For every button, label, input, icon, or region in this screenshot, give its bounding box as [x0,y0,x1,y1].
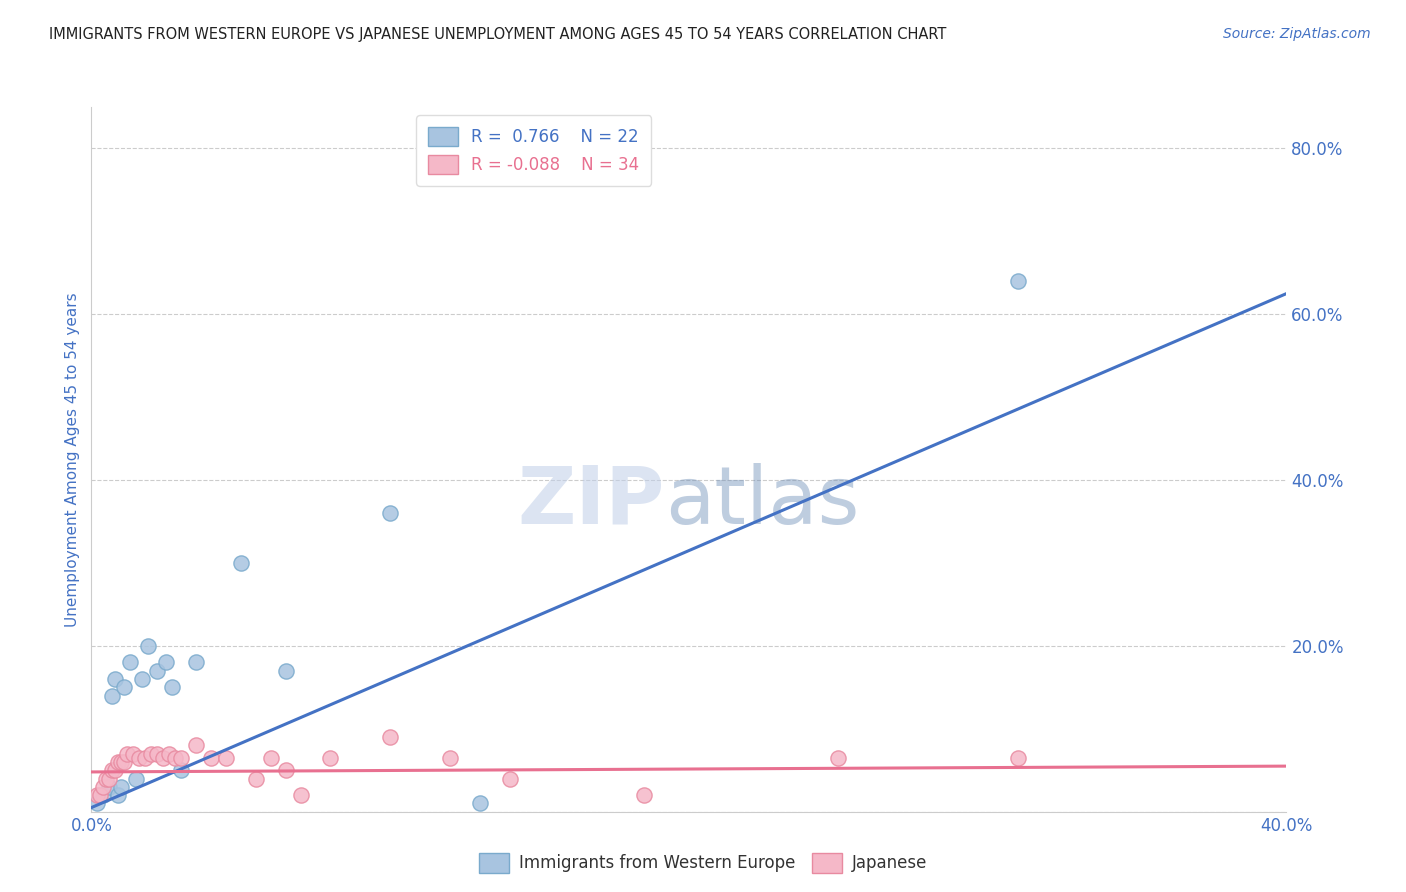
Point [104,764,127,778]
Point [86,788,108,802]
Point [89,788,111,802]
Point [1007,274,1029,288]
Point [93,788,115,802]
Point [160,681,183,695]
Point [110,780,132,794]
Point [152,751,174,765]
Point [499,772,522,786]
Legend: R =  0.766    N = 22, R = -0.088    N = 34: R = 0.766 N = 22, R = -0.088 N = 34 [416,115,651,186]
Point [136,639,159,653]
Point [107,788,129,802]
Point [98,780,121,794]
Point [107,755,129,769]
Point [131,672,153,686]
Point [1007,751,1029,765]
Point [125,772,148,786]
Point [112,755,135,769]
Point [98,772,121,786]
Text: IMMIGRANTS FROM WESTERN EUROPE VS JAPANESE UNEMPLOYMENT AMONG AGES 45 TO 54 YEAR: IMMIGRANTS FROM WESTERN EUROPE VS JAPANE… [49,27,946,42]
Point [163,751,186,765]
Point [827,751,849,765]
Point [146,747,169,761]
Point [128,751,150,765]
Point [112,681,135,695]
Point [184,739,207,753]
Point [319,751,342,765]
Point [155,656,177,670]
Point [93,780,115,794]
Legend: Immigrants from Western Europe, Japanese: Immigrants from Western Europe, Japanese [472,847,934,880]
Point [274,764,297,778]
Point [290,788,312,802]
Point [120,656,142,670]
Point [184,656,207,670]
Point [134,751,156,765]
Point [146,664,169,678]
Point [468,797,491,811]
Point [215,751,238,765]
Point [170,764,193,778]
Point [115,747,138,761]
Point [170,751,193,765]
Text: ZIP: ZIP [517,463,665,541]
Point [96,772,118,786]
Point [122,747,145,761]
Point [633,788,655,802]
Point [101,764,124,778]
Point [104,672,127,686]
Point [380,730,402,744]
Y-axis label: Unemployment Among Ages 45 to 54 years: Unemployment Among Ages 45 to 54 years [65,292,80,627]
Point [380,506,402,520]
Point [439,751,461,765]
Point [86,797,108,811]
Text: Source: ZipAtlas.com: Source: ZipAtlas.com [1223,27,1371,41]
Point [141,747,163,761]
Point [229,556,252,570]
Point [200,751,222,765]
Point [274,664,297,678]
Point [245,772,267,786]
Text: atlas: atlas [665,463,859,541]
Point [157,747,180,761]
Point [110,755,132,769]
Point [259,751,281,765]
Point [101,689,124,703]
